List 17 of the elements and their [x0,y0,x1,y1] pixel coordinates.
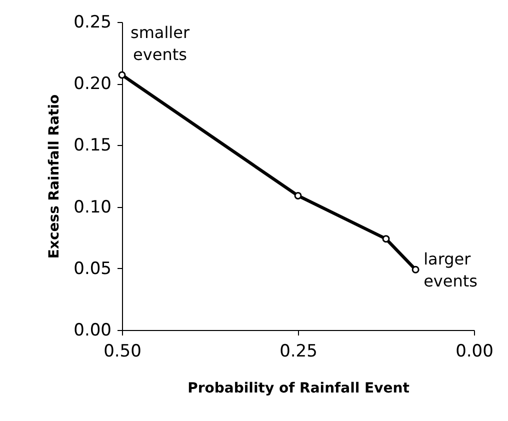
x-axis-title: Probability of Rainfall Event [188,380,410,396]
y-tick-label: 0.00 [74,320,112,340]
y-tick-label: 0.15 [74,136,112,156]
point [118,71,126,79]
y-tick-label: 0.10 [74,197,112,218]
y-tick-label: 0.25 [74,12,112,32]
annotation: larger events [424,250,478,291]
y-tick-label: 0.05 [74,258,112,279]
point [412,266,420,274]
point [294,192,302,200]
x-tick-label: 0.25 [280,342,318,362]
annotation: smaller events [130,22,190,64]
y-tick-label: 0.20 [74,74,112,94]
x-tick-label: 0.00 [456,342,494,362]
x-tick-label: 0.50 [104,342,142,362]
y-axis-title: Excess Rainfall Ratio [46,94,63,259]
point [382,235,390,243]
